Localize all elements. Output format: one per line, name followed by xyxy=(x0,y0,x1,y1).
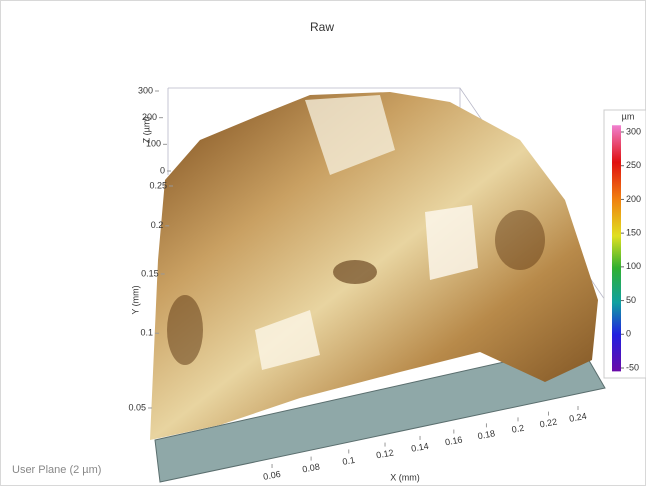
plane-label: User Plane (2 µm) xyxy=(12,464,101,476)
colorbar-tick-label: 0 xyxy=(626,329,631,339)
colorbar-tick-label: 300 xyxy=(626,126,641,136)
colorbar-box xyxy=(604,110,646,378)
z-tick-label: 300 xyxy=(138,85,153,95)
y-tick-label: 0.2 xyxy=(151,220,164,230)
colorbar-tick-label: -50 xyxy=(626,362,639,372)
chart: Raw Z (µm) Y (mm) X (mm) µm User Plane (… xyxy=(0,0,646,486)
colorbar xyxy=(612,125,621,371)
z-tick-label: 0 xyxy=(160,165,165,175)
surface-shadow xyxy=(167,295,203,365)
surface-highlight xyxy=(425,205,478,280)
colorbar-tick-label: 250 xyxy=(626,160,641,170)
y-tick-label: 0.25 xyxy=(149,180,167,190)
colorbar-tick-label: 200 xyxy=(626,194,641,204)
surface-shadow xyxy=(333,260,377,284)
z-tick-label: 100 xyxy=(146,139,161,149)
x-axis-label: X (mm) xyxy=(390,472,420,482)
surface-shadow xyxy=(495,210,545,270)
colorbar-tick-label: 150 xyxy=(626,228,641,238)
x-tick-label: 0.2 xyxy=(511,423,525,435)
x-tick-label: 0.1 xyxy=(342,455,356,467)
colorbar-tick-label: 50 xyxy=(626,295,636,305)
chart-title: Raw xyxy=(310,20,334,34)
y-axis-label: Y (mm) xyxy=(130,285,140,314)
z-tick-label: 200 xyxy=(142,112,157,122)
y-tick-label: 0.05 xyxy=(128,402,146,412)
colorbar-label: µm xyxy=(622,111,635,121)
colorbar-tick-label: 100 xyxy=(626,261,641,271)
y-tick-label: 0.15 xyxy=(141,268,159,278)
y-tick-label: 0.1 xyxy=(141,328,154,338)
